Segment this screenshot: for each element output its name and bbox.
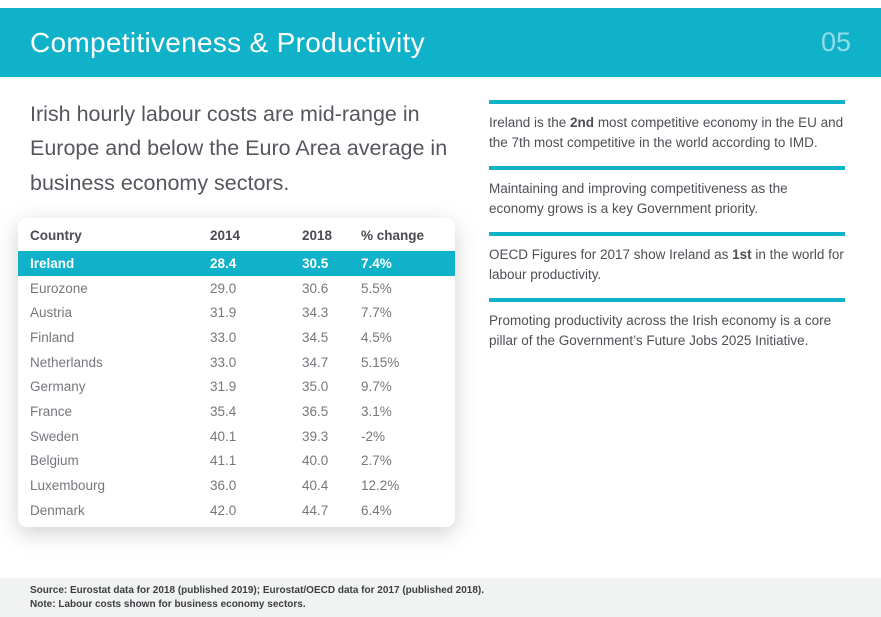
table-cell-change: 5.5% [361,280,392,296]
table-cell-2018: 39.3 [302,428,329,444]
table-row: Finland 33.0 34.5 4.5% [18,325,455,350]
table-row: Eurozone 29.0 30.6 5.5% [18,276,455,301]
table-cell-country: France [30,403,73,419]
info-text-segment: Promoting productivity across the Irish … [489,313,832,348]
table-body: Ireland 28.4 30.5 7.4% Eurozone 29.0 30.6 5.5% A… [18,251,455,523]
labour-costs-table: Country 2014 2018 % change Ireland 28.4 30… [18,218,455,527]
table-header-country: Country [30,228,82,243]
table-row: Ireland 28.4 30.5 7.4% [18,251,455,276]
table-cell-change: 12.2% [361,478,400,494]
table-cell-country: Netherlands [30,354,103,370]
table-cell-2018: 36.5 [302,403,329,419]
footer-bar: Source: Eurostat data for 2018 (publishe… [0,578,881,617]
table-cell-2018: 35.0 [302,379,329,395]
table-header-2018: 2018 [302,228,333,243]
table-cell-country: Austria [30,305,73,321]
table-cell-country: Germany [30,379,86,395]
table-row: Netherlands 33.0 34.7 5.15% [18,350,455,375]
table-cell-2014: 36.0 [210,478,237,494]
page-number: 05 [820,27,851,57]
table-cell-country: Eurozone [30,280,88,296]
table-cell-change: 7.7% [361,305,392,321]
table-row: Denmark 42.0 44.7 6.4% [18,498,455,523]
table-row: Austria 31.9 34.3 7.7% [18,300,455,325]
table-cell-2014: 29.0 [210,280,237,296]
table-cell-country: Sweden [30,428,79,444]
table-header-change: % change [361,228,425,243]
table-cell-2014: 33.0 [210,329,237,345]
info-text-segment: in the world for labour productivity. [489,247,844,282]
table-cell-change: 2.7% [361,453,392,469]
table-cell-2014: 42.0 [210,502,237,518]
table-cell-2018: 30.6 [302,280,329,296]
table-cell-country: Belgium [30,453,79,469]
footer-source: Source: Eurostat data for 2018 (publishe… [30,585,485,596]
info-text-segment: OECD Figures for 2017 show Ireland as [489,247,733,262]
table-row: Belgium 41.1 40.0 2.7% [18,449,455,474]
table-header-row: Country 2014 2018 % change [18,220,455,251]
table-cell-2014: 28.4 [210,255,237,271]
info-text-segment: 1st [732,247,752,262]
info-text-segment: Ireland is the [489,115,571,130]
intro-heading: Irish hourly labour costs are mid-range … [30,102,448,195]
table-cell-change: 6.4% [361,502,392,518]
table-cell-country: Luxembourg [30,478,106,494]
table-row: France 35.4 36.5 3.1% [18,399,455,424]
footer-note: Note: Labour costs shown for business ec… [30,599,306,610]
page-title: Competitiveness & Productivity [30,26,425,58]
table-cell-2018: 34.5 [302,329,329,345]
table-row: Germany 31.9 35.0 9.7% [18,374,455,399]
table-cell-change: 3.1% [361,403,392,419]
table-cell-change: 5.15% [361,354,400,370]
table-header-2014: 2014 [210,228,241,243]
table-cell-country: Denmark [30,502,85,518]
table-cell-2014: 35.4 [210,403,237,419]
info-block: Maintaining and improving competitivenes… [489,166,845,219]
table-cell-change: -2% [361,428,386,444]
info-text-segment: most competitive economy in the EU and t… [489,115,844,150]
info-block: Promoting productivity across the Irish … [489,298,845,351]
info-text-segment: 2nd [570,115,595,130]
table-cell-2014: 31.9 [210,379,237,395]
table-cell-2018: 34.7 [302,354,329,370]
table-cell-2018: 40.0 [302,453,329,469]
table-cell-2014: 31.9 [210,305,237,321]
table-cell-2014: 33.0 [210,354,237,370]
table-cell-2014: 40.1 [210,428,237,444]
info-text-segment: Maintaining and improving competitivenes… [489,181,788,216]
header-bar: Competitiveness & Productivity 05 [0,8,881,77]
info-blocks: Ireland is the 2nd most competitive econ… [489,100,845,364]
table-cell-2014: 41.1 [210,453,237,469]
info-block: Ireland is the 2nd most competitive econ… [489,100,845,153]
table-cell-change: 4.5% [361,329,392,345]
table-cell-country: Finland [30,329,75,345]
table-cell-2018: 44.7 [302,502,329,518]
table-cell-2018: 34.3 [302,305,329,321]
table-cell-2018: 30.5 [302,255,329,271]
table-cell-2018: 40.4 [302,478,329,494]
info-block: OECD Figures for 2017 show Ireland as 1s… [489,232,845,285]
table-row: Sweden 40.1 39.3 -2% [18,424,455,449]
table-cell-change: 7.4% [361,255,392,271]
table-cell-change: 9.7% [361,379,392,395]
table-cell-country: Ireland [30,255,75,271]
table-row: Luxembourg 36.0 40.4 12.2% [18,473,455,498]
